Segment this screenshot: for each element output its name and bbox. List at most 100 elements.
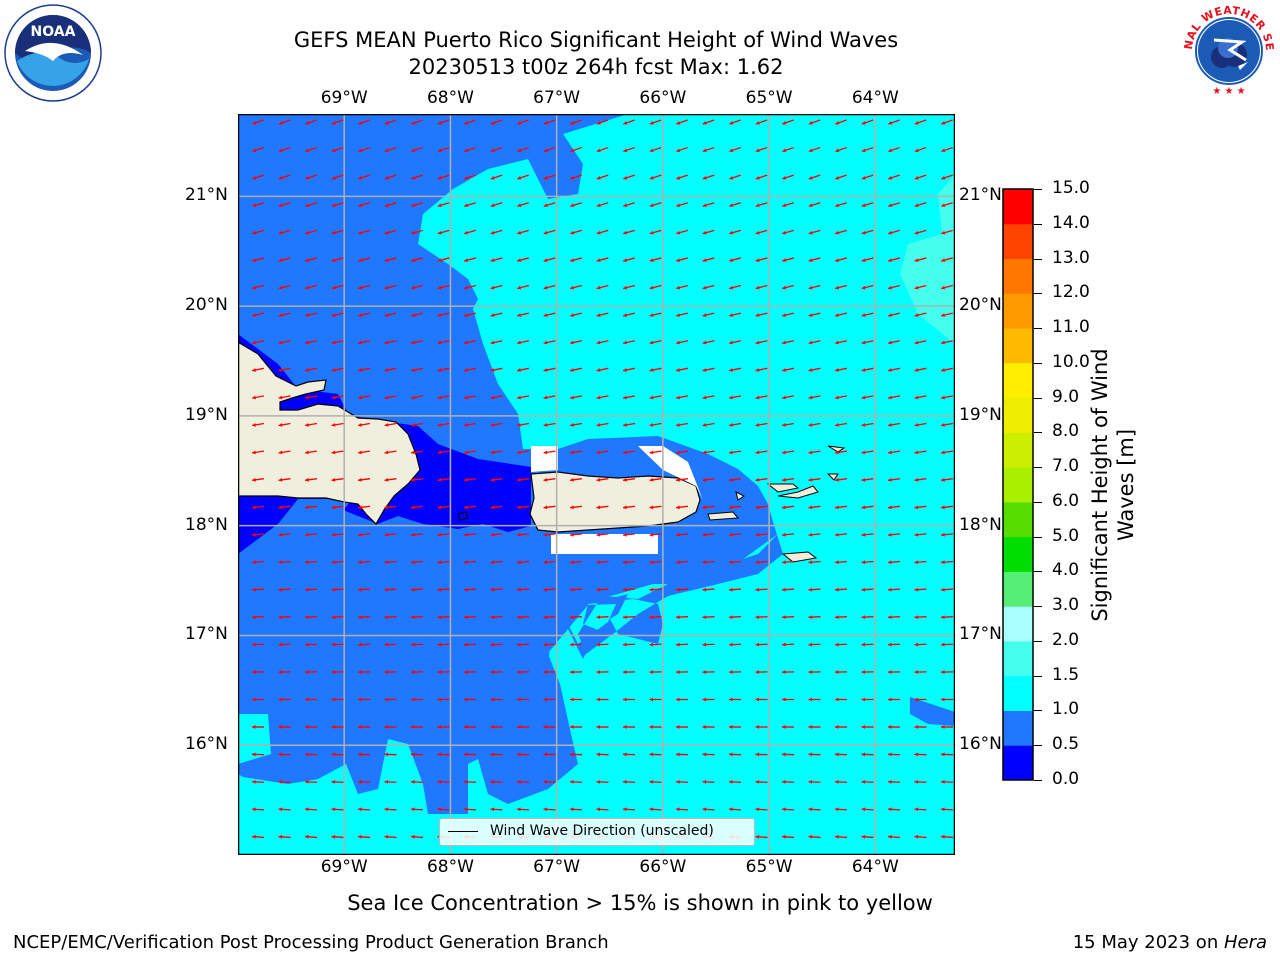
wave-direction-arrowhead (570, 203, 575, 208)
wave-direction-arrowhead (835, 615, 839, 620)
wave-direction-arrowhead (411, 230, 416, 235)
wave-direction-arrowhead (861, 340, 866, 345)
wave-direction-arrowhead (861, 368, 866, 372)
wave-direction-arrowhead (835, 505, 839, 510)
wave-direction-arrowhead (755, 148, 760, 153)
wave-direction-arrowhead (278, 395, 283, 400)
colorbar-band (1003, 432, 1033, 468)
wave-direction-arrowhead (331, 258, 336, 262)
colorbar-tick-mark (1034, 293, 1042, 295)
wave-direction-arrowhead (808, 340, 813, 345)
wave-direction-arrowhead (464, 697, 468, 702)
wave-direction-arrowhead (490, 725, 495, 729)
wave-direction-arrowhead (596, 340, 601, 345)
virgin-islands (707, 445, 846, 563)
lat-tick-label-left: 16°N (185, 734, 228, 755)
wave-direction-arrowhead (702, 450, 707, 455)
wave-direction-arrowhead (570, 368, 574, 372)
wave-direction-arrowhead (835, 697, 839, 702)
wave-direction-arrowhead (835, 258, 840, 262)
wave-direction-arrowhead (808, 477, 813, 482)
wave-direction-arrowhead (411, 121, 416, 125)
wave-direction-arrowhead (755, 450, 760, 455)
colorbar-band (1003, 571, 1033, 607)
wave-direction-arrowhead (252, 285, 257, 290)
wave-direction-arrowhead (464, 532, 468, 537)
wave-direction-arrowhead (941, 230, 946, 235)
wave-direction-arrowhead (384, 505, 389, 510)
wave-direction-arrowhead (914, 752, 919, 757)
wave-direction-arrowhead (517, 670, 521, 674)
wave-direction-arrowhead (278, 587, 283, 592)
wave-direction-arrowhead (808, 423, 813, 427)
wave-direction-arrowhead (570, 725, 574, 729)
wave-direction-arrowhead (384, 752, 389, 757)
wave-direction-arrowhead (623, 807, 627, 812)
wave-direction-arrowhead (782, 834, 786, 839)
wave-direction-arrowhead (252, 121, 257, 125)
wave-direction-arrowhead (888, 258, 893, 262)
wave-direction-arrowhead (649, 725, 654, 729)
wave-direction-arrowhead (278, 285, 283, 290)
wave-direction-arrowhead (649, 423, 654, 427)
wave-direction-arrowhead (490, 148, 495, 153)
wave-direction-arrowhead (596, 368, 601, 372)
colorbar-tick-label: 8.0 (1052, 421, 1080, 442)
wave-direction-arrowhead (808, 230, 813, 235)
wave-direction-arrowhead (464, 313, 469, 317)
wave-direction-arrowhead (623, 313, 628, 317)
wave-direction-arrowhead (411, 175, 416, 180)
wave-direction-arrowhead (358, 752, 362, 757)
wave-direction-arrowhead (782, 807, 786, 812)
wave-direction-arrowhead (305, 121, 310, 125)
wave-direction-arrowhead (517, 587, 521, 592)
footer-right: 15 May 2023 on Hera (1073, 932, 1267, 953)
wave-direction-arrowhead (676, 752, 680, 757)
wave-direction-arrowhead (252, 834, 256, 839)
wave-direction-arrowhead (331, 642, 336, 647)
wave-direction-arrowhead (941, 532, 945, 537)
wave-direction-arrowhead (252, 505, 256, 510)
wave-direction-arrowhead (384, 725, 389, 729)
wave-direction-arrowhead (305, 725, 309, 729)
wave-direction-arrowhead (305, 148, 310, 153)
colorbar-tick-mark (1034, 536, 1042, 538)
wave-direction-arrowhead (490, 587, 495, 592)
wave-direction-arrowhead (623, 642, 627, 647)
wave-direction-arrowhead (835, 175, 840, 180)
colorbar-tick-mark (1034, 501, 1042, 503)
wave-direction-arrowhead (702, 258, 707, 262)
wave-direction-arrowhead (570, 258, 575, 262)
wave-direction-arrowhead (384, 423, 389, 427)
wave-direction-arrowhead (570, 615, 574, 620)
footer-date: 15 May 2023 on (1072, 932, 1224, 953)
wave-direction-arrowhead (649, 587, 654, 592)
colorbar-band (1003, 640, 1033, 677)
wave-direction-arrowhead (676, 175, 681, 180)
wave-direction-arrowhead (914, 560, 919, 565)
wave-direction-arrowhead (649, 258, 654, 262)
colorbar-tick-label: 13.0 (1052, 247, 1090, 268)
wave-direction-arrowhead (755, 285, 760, 290)
noaa-logo-text: NOAA (31, 24, 76, 40)
wave-direction-arrowhead (835, 450, 839, 455)
wave-direction-arrowhead (861, 807, 866, 812)
wave-direction-arrowhead (835, 477, 839, 482)
wave-direction-arrowhead (278, 752, 283, 757)
wave-direction-arrowhead (490, 560, 495, 565)
wave-direction-arrowhead (517, 450, 521, 455)
wave-direction-arrowhead (914, 450, 919, 455)
wave-direction-arrowhead (914, 313, 919, 317)
wave-direction-arrowhead (808, 642, 813, 647)
wave-direction-arrowhead (570, 230, 575, 235)
wave-direction-arrowhead (464, 285, 469, 290)
wave-direction-arrowhead (543, 148, 548, 153)
wave-direction-arrowhead (252, 615, 256, 620)
wave-direction-arrowhead (782, 230, 787, 235)
wave-direction-arrowhead (596, 450, 601, 455)
wave-direction-arrowhead (808, 258, 813, 262)
wave-direction-arrowhead (676, 423, 680, 427)
wave-direction-arrowhead (755, 477, 760, 482)
wave-direction-arrowhead (941, 175, 946, 180)
colorbar-tick-label: 9.0 (1052, 386, 1080, 407)
